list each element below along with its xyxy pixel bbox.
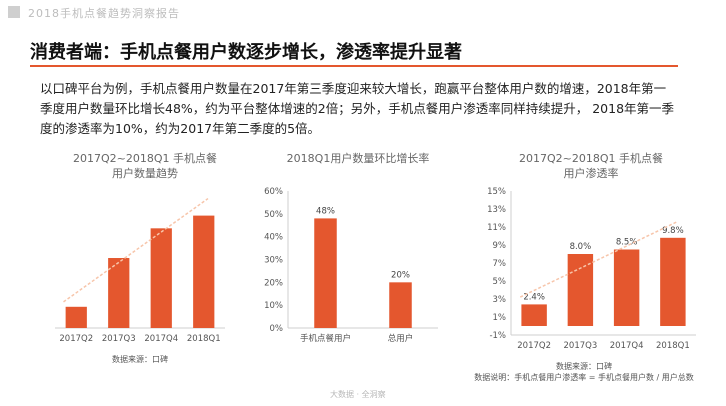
data-definition-note: 数据说明：手机点餐用户渗透率 = 手机点餐用户数 / 用户总数: [474, 372, 694, 382]
y-tick-label: -1%: [489, 331, 506, 341]
growth-rate-chart: 2018Q1用户数量环比增长率 0% 10% 20% 30% 40% 50% 60% 手机点餐用…: [258, 150, 448, 380]
x-tick-label: 2017Q3: [564, 341, 598, 351]
bar: [389, 282, 412, 328]
bar: [150, 228, 172, 328]
chart-title: 2017Q2~2018Q1 手机点餐: [73, 151, 217, 165]
bar: [567, 254, 594, 326]
x-tick-label: 2017Q4: [144, 334, 178, 344]
data-label: 8.5%: [616, 238, 638, 248]
bar: [613, 249, 640, 326]
summary-line: 度的渗透率为10%，约为2017年第二季度的5倍。: [40, 121, 321, 136]
penetration-chart-svg: 2017Q2~2018Q1 手机点餐用户渗透率 -1% 1% 3% 5% 7% 9% 11% 1…: [474, 151, 696, 382]
y-tick-label: 40%: [264, 233, 283, 243]
x-tick-label: 2017Q2: [59, 334, 93, 344]
y-tick-label: 1%: [493, 313, 507, 323]
footer-watermark: 大数据 · 全洞察: [330, 390, 386, 399]
headline-divider: [30, 65, 678, 67]
bar: [314, 218, 337, 328]
data-source-note: 数据来源：口碑: [556, 361, 612, 371]
y-tick-label: 60%: [264, 187, 283, 197]
bar: [108, 258, 130, 328]
penetration-chart: 2017Q2~2018Q1 手机点餐 用户渗透率 -1% 1% 3% 5% 7% 9% 11% 1…: [474, 150, 706, 382]
user-count-chart: 2017Q2~2018Q1 手机点餐 用户数量趋势 2017Q2 2017Q3 2017…: [40, 150, 240, 380]
summary-paragraph: 以口碑平台为例，手机点餐用户数量在2017年第三季度迎来较大增长，跑赢平台整体用…: [40, 79, 690, 139]
y-tick-label: 10%: [264, 301, 283, 311]
data-label: 48%: [316, 206, 335, 216]
y-tick-label: 5%: [493, 277, 507, 287]
y-tick-label: 13%: [487, 205, 506, 215]
bar: [193, 215, 215, 328]
y-tick-label: 9%: [493, 241, 507, 251]
report-title: 2018手机点餐趋势洞察报告: [28, 7, 180, 20]
x-tick-label: 2017Q4: [610, 341, 644, 351]
x-tick-label: 2018Q1: [187, 334, 221, 344]
chart-title: 用户渗透率: [564, 166, 619, 180]
trend-line: [63, 197, 209, 303]
data-label: 8.0%: [570, 242, 592, 252]
x-tick-label: 2017Q3: [102, 334, 136, 344]
y-tick-label: 50%: [264, 210, 283, 220]
y-tick-label: 15%: [487, 187, 506, 197]
top-bar: 2018手机点餐趋势洞察报告: [0, 0, 726, 24]
x-tick-label: 2017Q2: [517, 341, 551, 351]
data-source-note: 数据来源：口碑: [112, 354, 168, 364]
chart-title: 2018Q1用户数量环比增长率: [287, 151, 430, 165]
data-label: 9.8%: [662, 226, 684, 236]
bar: [65, 306, 87, 328]
growth-rate-chart-svg: 2018Q1用户数量环比增长率 0% 10% 20% 30% 40% 50% 60% 手机点餐用…: [264, 151, 438, 344]
y-tick-label: 7%: [493, 259, 507, 269]
y-tick-label: 11%: [487, 223, 506, 233]
slide-headline: 消费者端：手机点餐用户数逐步增长，渗透率提升显著: [30, 42, 462, 63]
y-tick-label: 0%: [270, 324, 284, 334]
bar: [521, 304, 547, 326]
data-label: 20%: [391, 270, 410, 280]
data-label: 2.4%: [523, 292, 545, 302]
x-tick-label: 手机点餐用户: [300, 333, 351, 344]
y-tick-label: 20%: [264, 278, 283, 288]
trend-line: [519, 220, 678, 298]
x-tick-label: 2018Q1: [656, 341, 690, 351]
chart-title: 用户数量趋势: [112, 166, 178, 180]
summary-line: 以口碑平台为例，手机点餐用户数量在2017年第三季度迎来较大增长，跑赢平台整体用…: [40, 81, 667, 96]
y-tick-label: 30%: [264, 256, 283, 266]
logo-square-icon: [8, 6, 20, 18]
bar: [660, 237, 686, 326]
x-tick-label: 总用户: [388, 333, 414, 344]
summary-line: 季度用户数量环比增长48%，约为平台整体增速的2倍；另外，手机点餐用户渗透率同样…: [40, 101, 675, 116]
chart-title: 2017Q2~2018Q1 手机点餐: [519, 151, 663, 165]
y-tick-label: 3%: [493, 295, 507, 305]
